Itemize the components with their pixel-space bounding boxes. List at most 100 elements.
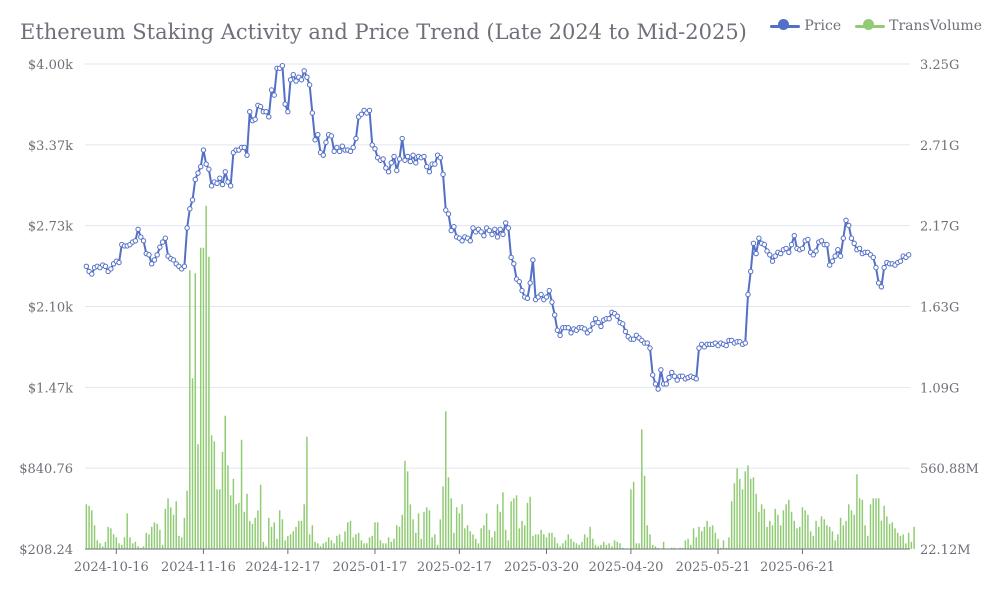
volume-bar [600,544,602,549]
volume-bar [303,504,305,549]
price-point [598,323,604,330]
volume-bar [265,546,267,549]
volume-bar [651,544,654,549]
volume-bar [856,474,858,549]
y-left-tick-label: $208.24 [19,543,73,558]
volume-bar [570,538,572,549]
volume-bar [880,520,883,549]
price-point [519,287,525,294]
price-point [448,227,454,234]
legend-swatch-price [770,19,801,33]
volume-bar [534,534,537,549]
volume-bar [605,544,608,549]
volume-bar [469,531,472,549]
price-point [271,92,277,98]
volume-bar [875,498,877,549]
price-point [334,144,340,151]
price-point [320,152,326,158]
volume-bar [861,499,864,549]
volume-bar [425,507,428,549]
y-left-tick-label: $1.47k [28,381,73,396]
legend-item-transvolume[interactable]: TransVolume [855,18,982,34]
x-tick-label: 2024-10-16 [74,560,149,575]
price-point [791,232,797,239]
volume-bar [110,528,112,549]
price-point [870,254,876,261]
volume-bar [837,534,839,549]
volume-bar [360,540,363,549]
volume-bar [488,529,491,549]
volume-bar [581,541,583,549]
price-point [772,253,778,259]
price-point [241,144,247,151]
volume-bar [409,504,412,549]
price-point [813,248,819,254]
volume-bar [428,510,431,549]
price-point [565,324,571,331]
volume-bar [684,540,687,549]
volume-bar [553,537,556,549]
volume-bar [494,531,496,549]
volume-bar [502,492,504,549]
volume-bar [510,501,512,549]
price-point [470,225,476,231]
price-point [881,264,887,271]
volume-bar [673,547,676,549]
volume-bar [480,528,482,549]
price-point [644,340,650,346]
volume-bar [798,526,801,549]
volume-bar [515,495,518,549]
volume-bar [189,270,191,549]
volume-bar [654,546,657,549]
price-line [85,64,910,391]
price-point [805,236,811,243]
price-point [748,268,754,275]
price-point [826,262,833,268]
volume-bar [744,471,747,549]
volume-bar [477,543,480,549]
volume-bar [99,543,101,549]
volume-bar [611,546,613,549]
price-point [666,374,672,381]
volume-bar [417,513,420,549]
volume-bar [164,508,167,549]
price-point [753,250,759,257]
price-point [840,235,846,241]
volume-bar [681,547,684,549]
price-point [282,101,288,107]
price-point [451,224,457,230]
volume-bar [523,525,526,549]
price-point [347,148,354,155]
volume-bar [131,543,134,549]
price-point [527,280,533,286]
price-point [331,148,337,155]
price-point [756,235,762,241]
legend-swatch-transvolume [855,19,886,33]
price-point [486,227,493,234]
price-point [696,345,702,351]
price-point [244,152,250,158]
volume-bar [341,541,344,549]
price-point [102,263,109,270]
volume-bar [284,540,286,549]
volume-bar [586,537,589,549]
volume-bar [749,478,752,549]
volume-bar [254,517,256,549]
price-point [339,143,346,149]
volume-bar [140,547,142,549]
volume-bar [845,520,847,549]
volume-bar [698,526,700,549]
volume-bar [308,534,311,549]
price-point [905,252,912,258]
volume-bar [458,513,461,549]
price-point [266,114,272,120]
price-point [777,250,784,257]
volume-bar [295,526,297,549]
volume-bar [175,501,177,549]
volume-bar [194,273,197,549]
legend-item-price[interactable]: Price [770,18,841,34]
price-point [323,139,329,146]
volume-bar [336,535,338,549]
volume-bar [537,534,540,549]
price-point [298,77,305,83]
